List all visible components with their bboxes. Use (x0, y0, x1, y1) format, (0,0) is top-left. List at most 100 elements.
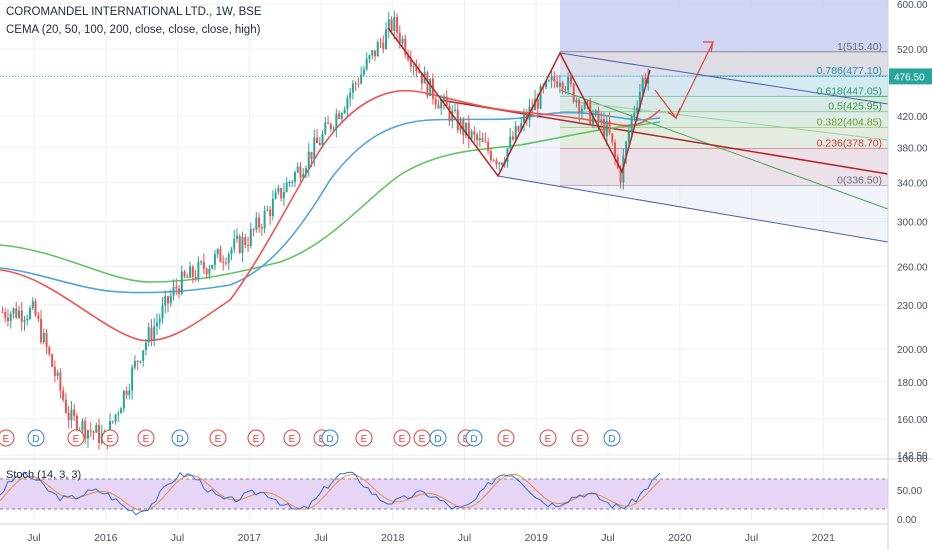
event-markers[interactable]: EDEEEDEEEEDEEEDEDEEED (0, 429, 621, 447)
candle-body (489, 150, 492, 161)
earnings-marker[interactable]: E (497, 429, 515, 447)
candle-body (338, 113, 341, 119)
candle-body (252, 229, 255, 231)
candle-body (586, 101, 589, 103)
candle-down (191, 264, 194, 284)
candle-down (409, 50, 412, 73)
dividend-marker[interactable]: D (429, 429, 447, 447)
earnings-marker[interactable]: E (413, 429, 431, 447)
candle-body (302, 173, 305, 178)
candle-body (376, 42, 379, 57)
candle-body (244, 237, 247, 246)
fib-level-label: 0.786(477.10) (817, 65, 882, 77)
candle-down (150, 319, 153, 347)
candle-down (418, 63, 421, 74)
candle-body (269, 209, 272, 217)
candle-up (440, 94, 443, 116)
candle-up (128, 383, 131, 400)
dividend-marker[interactable]: D (321, 429, 339, 447)
candle-down (379, 38, 382, 48)
earnings-marker[interactable]: E (247, 429, 265, 447)
price-tick-label: 520.00 (897, 45, 928, 56)
candle-body (233, 238, 236, 250)
earnings-marker[interactable]: E (67, 429, 85, 447)
time-tick-label: Jul (745, 532, 758, 544)
earnings-marker[interactable]: E (137, 429, 155, 447)
candle-down (202, 253, 205, 275)
candle-body (296, 166, 299, 173)
candle-up (641, 75, 644, 96)
candle-down (572, 82, 575, 104)
candle-body (285, 182, 288, 193)
earnings-marker[interactable]: E (571, 429, 589, 447)
marker-circle (209, 429, 227, 447)
earnings-marker[interactable]: E (209, 429, 227, 447)
earnings-marker[interactable]: E (283, 429, 301, 447)
trend-drawings[interactable] (387, 27, 714, 178)
candle-body (473, 131, 476, 135)
earnings-marker[interactable]: E (0, 429, 15, 447)
candle-up (293, 170, 296, 188)
candle-down (98, 418, 101, 450)
dividend-marker[interactable]: D (603, 429, 621, 447)
candle-up (343, 106, 346, 115)
candle-up (172, 279, 175, 301)
price-axis[interactable]: 600.00 520.00 476.50 420.00 380.00 340.00 300.… (887, 0, 932, 550)
candle-body (139, 361, 142, 363)
candle-up (155, 313, 158, 335)
candle-body (227, 254, 230, 263)
time-tick-label: 2019 (525, 532, 549, 544)
candle-body (630, 116, 633, 132)
candle-body (167, 296, 170, 304)
candle-body (59, 372, 62, 391)
candlesticks (1, 10, 650, 450)
candle-up (412, 63, 415, 76)
marker-circle (603, 429, 621, 447)
candle-down (15, 302, 18, 320)
price-tick-label: 180.00 (897, 378, 928, 389)
candle-body (340, 113, 343, 119)
earnings-marker[interactable]: E (355, 429, 373, 447)
candle-body (451, 110, 454, 122)
candle-up (266, 206, 269, 212)
arrow-head-down (667, 107, 681, 119)
candle-down (561, 80, 564, 95)
earnings-marker[interactable]: E (539, 429, 557, 447)
candle-body (487, 141, 490, 151)
candle-up (324, 116, 327, 136)
candle-up (393, 10, 396, 40)
candle-down (467, 115, 470, 149)
dividend-marker[interactable]: D (27, 429, 45, 447)
candle-down (329, 122, 332, 132)
dividend-marker[interactable]: D (171, 429, 189, 447)
candle-body (509, 136, 512, 149)
candle-body (357, 83, 360, 85)
time-tick-label: 2018 (381, 532, 405, 544)
candle-body (211, 265, 214, 269)
candle-up (547, 79, 550, 83)
dividend-marker[interactable]: D (465, 429, 483, 447)
earnings-marker[interactable]: E (393, 429, 411, 447)
candle-body (373, 50, 376, 57)
candle-down (354, 81, 357, 91)
price-tick-label: 300.00 (897, 218, 928, 229)
candle-body (186, 276, 189, 278)
candle-up (362, 65, 365, 77)
time-axis[interactable]: Jul 2016 Jul 2017 Jul 2018 Jul 2019 Jul 2020 Jul 20… (0, 523, 888, 544)
candle-body (150, 327, 153, 340)
candle-up (216, 248, 219, 259)
candle-body (534, 98, 537, 111)
candle-up (550, 68, 553, 89)
marker-letter: E (253, 434, 260, 445)
pitchfork-channel[interactable] (439, 52, 889, 243)
candle-down (89, 422, 92, 438)
candle-body (299, 166, 302, 178)
candle-body (266, 209, 269, 211)
candle-body (467, 122, 470, 139)
fib-level-label: 0(336.50) (837, 175, 882, 187)
candle-down (327, 115, 330, 124)
candle-up (17, 305, 20, 320)
earnings-marker[interactable]: E (101, 429, 119, 447)
candle-down (247, 236, 250, 252)
